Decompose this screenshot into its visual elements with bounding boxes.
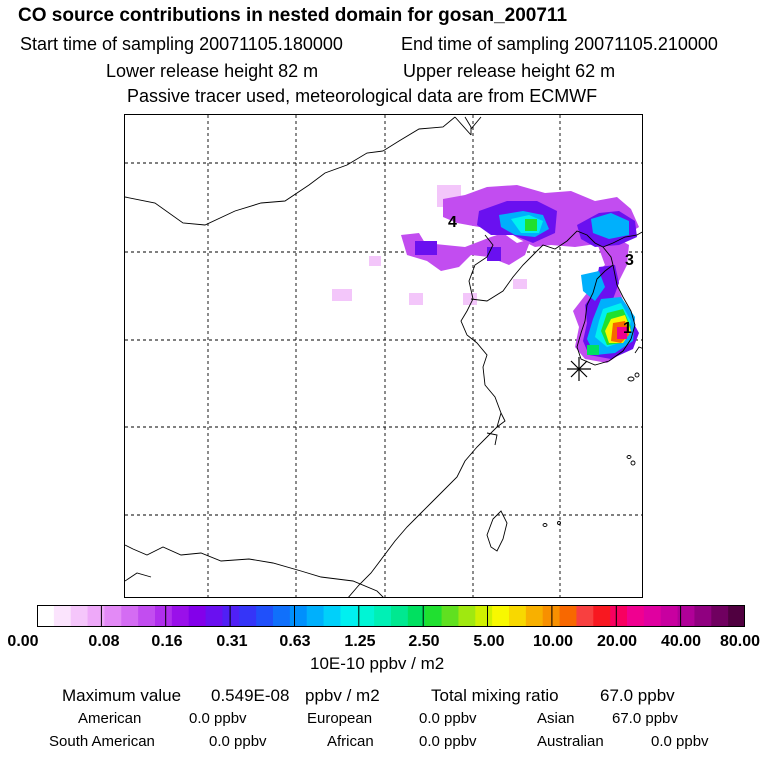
region-value-south-american: 0.0 ppbv bbox=[209, 733, 267, 750]
region-value-australian: 0.0 ppbv bbox=[651, 733, 709, 750]
colorbar-cell bbox=[525, 605, 544, 627]
colorbar-cell bbox=[138, 605, 156, 627]
map-canvas: 4 3 1 bbox=[125, 115, 642, 597]
total-mixing-ratio-label: Total mixing ratio bbox=[431, 686, 559, 705]
colorbar-cell bbox=[37, 605, 55, 627]
receptor-asterisk-icon bbox=[567, 357, 591, 381]
site-label-4: 4 bbox=[448, 214, 457, 231]
colorbar-tick: 10.00 bbox=[532, 633, 574, 650]
region-name-american: American bbox=[78, 710, 142, 727]
colorbar-cell bbox=[593, 605, 611, 627]
colorbar-cell bbox=[458, 605, 476, 627]
region-value-asian: 67.0 ppbv bbox=[612, 710, 678, 727]
tracer-plume bbox=[332, 185, 639, 363]
figure-title: CO source contributions in nested domain… bbox=[18, 5, 568, 26]
islands bbox=[542, 372, 640, 527]
colorbar-tick: 80.00 bbox=[719, 633, 761, 650]
colorbar-cell bbox=[694, 605, 712, 627]
region-name-african: African bbox=[327, 733, 374, 750]
max-value-unit: ppbv / m2 bbox=[305, 686, 380, 705]
colorbar-cell bbox=[155, 605, 173, 627]
region-name-south-american: South American bbox=[49, 733, 155, 750]
map-panel: 4 3 1 bbox=[124, 114, 643, 598]
colorbar-cell bbox=[441, 605, 460, 627]
colorbar-tick: 0.63 bbox=[279, 633, 311, 650]
region-name-asian: Asian bbox=[537, 710, 575, 727]
coastlines bbox=[125, 116, 642, 597]
colorbar-tick: 0.31 bbox=[216, 633, 248, 650]
lat-lon-grid bbox=[125, 115, 642, 597]
colorbar-cell bbox=[222, 605, 240, 627]
colorbar-cell bbox=[677, 605, 696, 627]
start-time-label: Start time of sampling 20071105.180000 bbox=[20, 34, 343, 54]
colorbar-cell bbox=[627, 605, 645, 627]
colorbar-cell bbox=[492, 605, 510, 627]
colorbar-tick: 1.25 bbox=[344, 633, 376, 650]
colorbar-tick: 0.08 bbox=[88, 633, 120, 650]
lower-release-height-label: Lower release height 82 m bbox=[106, 61, 319, 81]
colorbar-cell bbox=[256, 605, 274, 627]
region-name-european: European bbox=[307, 710, 373, 727]
colorbar-cell bbox=[121, 605, 139, 627]
colorbar-cell bbox=[70, 605, 89, 627]
colorbar-tick: 20.00 bbox=[596, 633, 638, 650]
max-value-label: Maximum value bbox=[62, 686, 182, 705]
colorbar-cell bbox=[559, 605, 578, 627]
colorbar-cell bbox=[239, 605, 257, 627]
colorbar-cell bbox=[340, 605, 358, 627]
upper-release-height-label: Upper release height 62 m bbox=[403, 61, 616, 81]
colorbar-cell bbox=[374, 605, 392, 627]
colorbar-cell bbox=[660, 605, 679, 627]
colorbar-cell bbox=[407, 605, 426, 627]
colorbar-cell bbox=[87, 605, 106, 627]
end-time-label: End time of sampling 20071105.210000 bbox=[401, 34, 718, 54]
colorbar-cell bbox=[475, 605, 493, 627]
colorbar-cell bbox=[357, 605, 375, 627]
colorbar-cell bbox=[509, 605, 527, 627]
region-value-european: 0.0 ppbv bbox=[419, 710, 477, 727]
max-value: 0.549E-08 bbox=[211, 686, 290, 705]
colorbar-cell bbox=[273, 605, 291, 627]
colorbar-cell bbox=[323, 605, 342, 627]
colorbar-cell bbox=[289, 605, 308, 627]
colorbar-cell bbox=[391, 605, 409, 627]
colorbar-cell bbox=[610, 605, 628, 627]
total-mixing-ratio-value: 67.0 ppbv bbox=[600, 686, 675, 705]
colorbar-cell bbox=[711, 605, 729, 627]
colorbar-cell bbox=[205, 605, 224, 627]
colorbar-cell bbox=[306, 605, 325, 627]
tracer-note: Passive tracer used, meteorological data… bbox=[127, 86, 598, 106]
colorbar bbox=[37, 605, 745, 627]
colorbar-tick: 40.00 bbox=[660, 633, 702, 650]
colorbar-cell bbox=[576, 605, 594, 627]
colorbar-cell bbox=[188, 605, 207, 627]
region-name-australian: Australian bbox=[537, 733, 604, 750]
site-label-1: 1 bbox=[623, 320, 632, 337]
colorbar-cell bbox=[104, 605, 122, 627]
colorbar-cell bbox=[728, 605, 745, 627]
site-label-3: 3 bbox=[625, 252, 634, 269]
region-value-african: 0.0 ppbv bbox=[419, 733, 477, 750]
colorbar-cell bbox=[424, 605, 443, 627]
colorbar-cell bbox=[643, 605, 662, 627]
colorbar-tick: 2.50 bbox=[408, 633, 440, 650]
colorbar-tick: 5.00 bbox=[473, 633, 505, 650]
colorbar-cell bbox=[171, 605, 190, 627]
colorbar-cell bbox=[53, 605, 72, 627]
colorbar-tick: 0.00 bbox=[7, 633, 39, 650]
region-value-american: 0.0 ppbv bbox=[189, 710, 247, 727]
colorbar-unit-label: 10E-10 ppbv / m2 bbox=[310, 654, 445, 673]
colorbar-tick: 0.16 bbox=[151, 633, 183, 650]
